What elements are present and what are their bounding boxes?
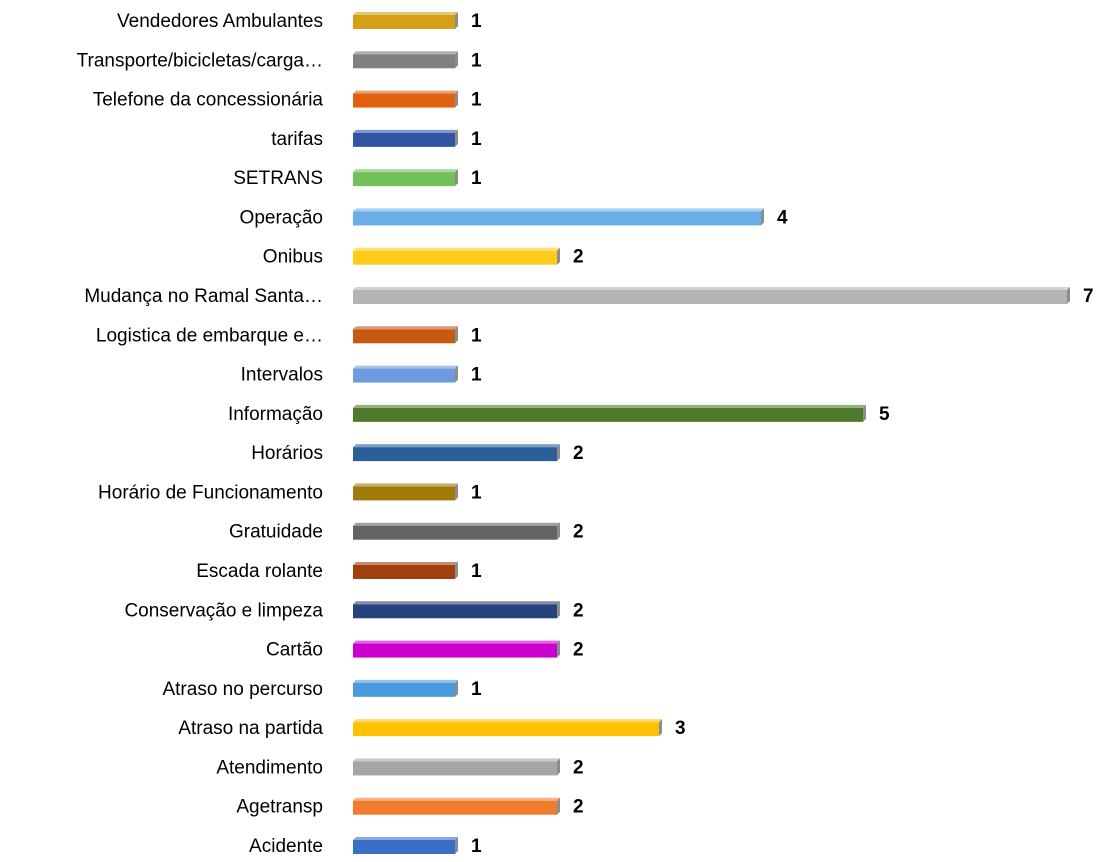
- value-label: 1: [471, 90, 482, 111]
- category-label: Escada rolante: [196, 561, 323, 582]
- category-label: Onibus: [263, 247, 323, 268]
- bar: [353, 129, 458, 147]
- value-label: 7: [1083, 286, 1094, 307]
- category-label: Telefone da concessionária: [93, 90, 324, 111]
- value-label: 1: [471, 365, 482, 386]
- category-label: Vendedores Ambulantes: [117, 11, 323, 32]
- category-label: tarifas: [271, 129, 323, 150]
- value-label: 2: [573, 247, 584, 268]
- value-label: 1: [471, 679, 482, 700]
- bar: [353, 90, 458, 108]
- category-label: Horários: [251, 443, 323, 464]
- category-label: Agetransp: [236, 797, 323, 818]
- bar: [353, 444, 560, 462]
- category-label: Mudança no Ramal Santa…: [84, 286, 323, 307]
- bar: [353, 483, 458, 501]
- bar: [353, 758, 560, 776]
- value-label: 2: [573, 522, 584, 543]
- bar: [353, 601, 560, 619]
- bar: [353, 679, 458, 697]
- value-label: 2: [573, 797, 584, 818]
- bar: [353, 51, 458, 69]
- bar: [353, 12, 458, 29]
- bar: [353, 326, 458, 344]
- value-label: 2: [573, 600, 584, 621]
- bar: [353, 287, 1070, 304]
- category-label: Intervalos: [241, 365, 323, 386]
- bar: [353, 562, 458, 579]
- value-label: 2: [573, 757, 584, 778]
- value-label: 1: [471, 50, 482, 71]
- value-label: 1: [471, 561, 482, 582]
- category-label: Gratuidade: [229, 522, 323, 543]
- bar: [353, 640, 560, 658]
- bar: [353, 404, 866, 422]
- value-label: 2: [573, 443, 584, 464]
- bar: [353, 797, 560, 815]
- category-label: Transporte/bicicletas/carga…: [77, 50, 323, 71]
- value-label: 5: [879, 404, 890, 425]
- value-label: 3: [675, 718, 686, 739]
- category-label: Conservação e limpeza: [124, 600, 323, 621]
- category-label: Atendimento: [216, 757, 323, 778]
- bar: [353, 365, 458, 383]
- category-label: Operação: [240, 207, 323, 228]
- category-label: Atraso no percurso: [162, 679, 323, 700]
- bar: [353, 719, 662, 737]
- value-label: 1: [471, 482, 482, 503]
- bar: [353, 837, 458, 854]
- category-label: Acidente: [249, 836, 323, 857]
- value-label: 2: [573, 640, 584, 661]
- value-label: 1: [471, 168, 482, 189]
- bar: [353, 208, 764, 226]
- value-label: 1: [471, 836, 482, 857]
- bar: [353, 247, 560, 265]
- category-label: Logistica de embarque e…: [96, 325, 323, 346]
- category-label: Atraso na partida: [178, 718, 323, 739]
- value-label: 1: [471, 325, 482, 346]
- category-label: Horário de Funcionamento: [98, 482, 323, 503]
- category-label: Informação: [228, 404, 323, 425]
- bar: [353, 169, 458, 187]
- value-label: 1: [471, 11, 482, 32]
- category-label: Cartão: [266, 640, 323, 661]
- value-label: 4: [777, 207, 788, 228]
- category-label: SETRANS: [233, 168, 323, 189]
- value-label: 1: [471, 129, 482, 150]
- bar: [353, 522, 560, 540]
